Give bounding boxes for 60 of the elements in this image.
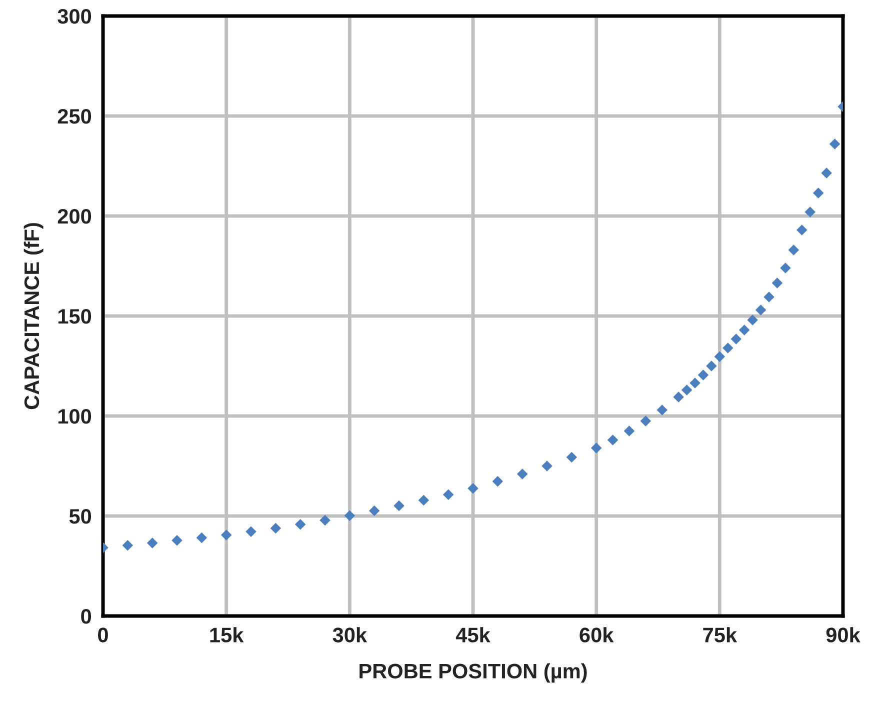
point: [656, 404, 668, 416]
x-tick-label: 15k: [210, 627, 244, 642]
y-tick-label: 250: [58, 109, 92, 124]
point: [542, 460, 552, 472]
point: [442, 489, 454, 500]
point: [468, 483, 478, 494]
point: [829, 138, 840, 150]
point: [220, 530, 232, 540]
point: [706, 360, 717, 372]
point: [492, 476, 504, 487]
point: [394, 500, 404, 512]
point: [722, 342, 734, 354]
point: [344, 510, 356, 521]
x-tick-label: 0: [98, 628, 108, 642]
point: [516, 468, 528, 480]
point: [788, 244, 800, 256]
x-axis-title: PROBE POSITION (µm): [360, 663, 587, 683]
point: [714, 351, 726, 362]
point: [172, 535, 182, 546]
point: [747, 314, 758, 326]
point: [590, 442, 602, 454]
x-tick-label: 90k: [826, 627, 860, 642]
x-tick-label: 45k: [456, 627, 490, 642]
point: [640, 416, 652, 426]
point: [755, 304, 766, 316]
y-tick-label: 50: [69, 509, 92, 524]
point: [246, 526, 256, 537]
point: [681, 384, 692, 396]
y-tick-label: 100: [58, 409, 92, 424]
point: [821, 168, 832, 178]
point: [418, 494, 430, 506]
point: [320, 514, 330, 526]
point: [796, 224, 808, 236]
point: [673, 392, 684, 402]
point: [780, 262, 791, 274]
point: [730, 334, 742, 344]
point: [624, 426, 635, 436]
x-tick-label: 60k: [580, 627, 614, 642]
point: [270, 522, 282, 534]
point: [566, 452, 578, 463]
point: [368, 505, 380, 516]
y-tick-label: 200: [58, 209, 92, 224]
point: [294, 519, 306, 530]
point: [772, 278, 783, 288]
point: [812, 188, 824, 198]
point: [122, 540, 134, 551]
point: [738, 324, 750, 336]
point: [804, 206, 816, 218]
y-tick-label: 0: [81, 609, 92, 624]
x-tick-label: 75k: [703, 627, 738, 642]
point: [764, 292, 774, 302]
y-tick-label: 150: [58, 309, 92, 324]
point: [146, 538, 158, 548]
y-tick-label: 300: [58, 9, 92, 24]
point: [690, 378, 700, 388]
y-axis-title: CAPACITANCE (fF): [24, 223, 44, 410]
point: [196, 532, 208, 544]
point: [698, 370, 709, 380]
point: [607, 434, 618, 446]
x-tick-label: 30k: [332, 627, 368, 642]
